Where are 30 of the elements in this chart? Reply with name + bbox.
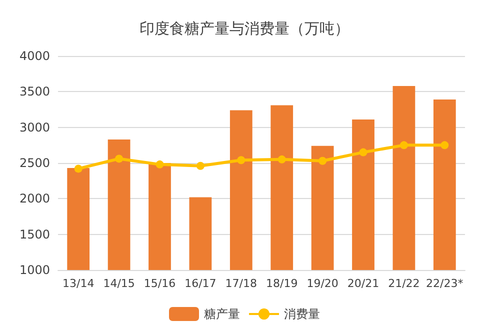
- chart-title: 印度食糖产量与消费量（万吨）: [140, 20, 350, 38]
- y-tick-label: 3000: [19, 120, 50, 134]
- point: [237, 156, 246, 164]
- point: [156, 160, 164, 168]
- y-tick-label: 3500: [19, 84, 50, 99]
- y-tick-label: 2000: [19, 192, 50, 206]
- point: [115, 154, 124, 163]
- x-tick-label: 19/20: [306, 277, 338, 290]
- x-tick-label: 17/18: [225, 277, 257, 290]
- x-tick-label: 16/17: [184, 277, 216, 290]
- point: [74, 164, 82, 173]
- y-tick-label: 4000: [19, 49, 50, 63]
- x-tick-label: 22/23*: [426, 277, 464, 290]
- point: [278, 155, 286, 164]
- legend-label: 糖产量: [204, 307, 240, 321]
- x-tick-label: 20/21: [347, 277, 380, 290]
- x-tick-label: 13/14: [62, 277, 94, 290]
- x-tick-label: 21/22: [388, 277, 420, 290]
- x-tick-label: 15/16: [144, 277, 176, 290]
- point: [318, 156, 327, 165]
- y-tick-label: 2500: [19, 156, 50, 170]
- x-tick-label: 14/15: [103, 277, 135, 290]
- point: [440, 141, 449, 150]
- point: [400, 141, 408, 150]
- x-tick-label: 18/19: [266, 277, 298, 290]
- point: [359, 148, 368, 156]
- y-tick-label: 1000: [19, 263, 50, 277]
- y-tick-label: 1500: [19, 227, 50, 242]
- point: [196, 162, 204, 170]
- legend-label: 消费量: [284, 307, 320, 321]
